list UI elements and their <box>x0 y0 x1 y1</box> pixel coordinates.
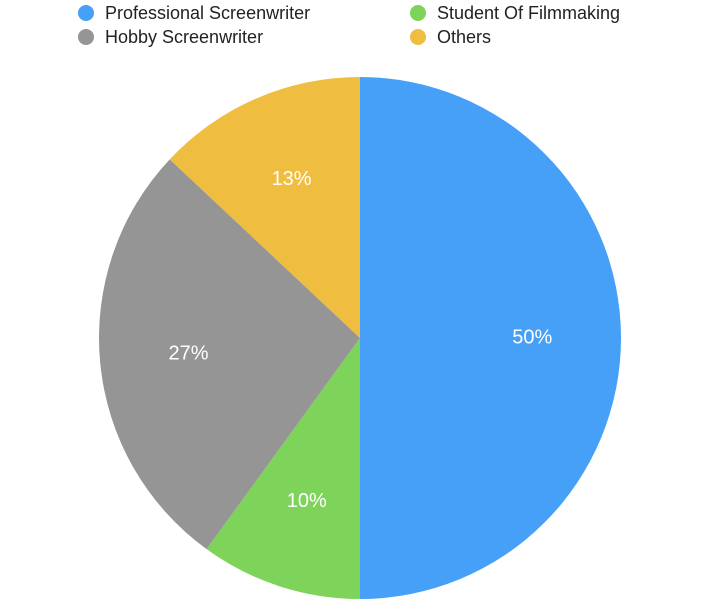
slice-label: 13% <box>272 168 312 190</box>
legend-label: Professional Screenwriter <box>105 3 310 23</box>
legend-marker <box>410 5 426 21</box>
pie-slice <box>206 338 360 599</box>
slice-label: 10% <box>287 490 327 512</box>
slice-label: 27% <box>168 342 208 364</box>
pie-slice <box>99 159 360 550</box>
pie-slice <box>360 77 621 599</box>
legend-marker <box>78 29 94 45</box>
slice-label: 50% <box>512 326 552 348</box>
pie-slice <box>169 77 360 338</box>
legend-marker <box>410 29 426 45</box>
legend-label: Hobby Screenwriter <box>105 27 263 47</box>
legend-marker <box>78 5 94 21</box>
legend-label: Student Of Filmmaking <box>437 3 620 23</box>
legend-label: Others <box>437 27 491 47</box>
